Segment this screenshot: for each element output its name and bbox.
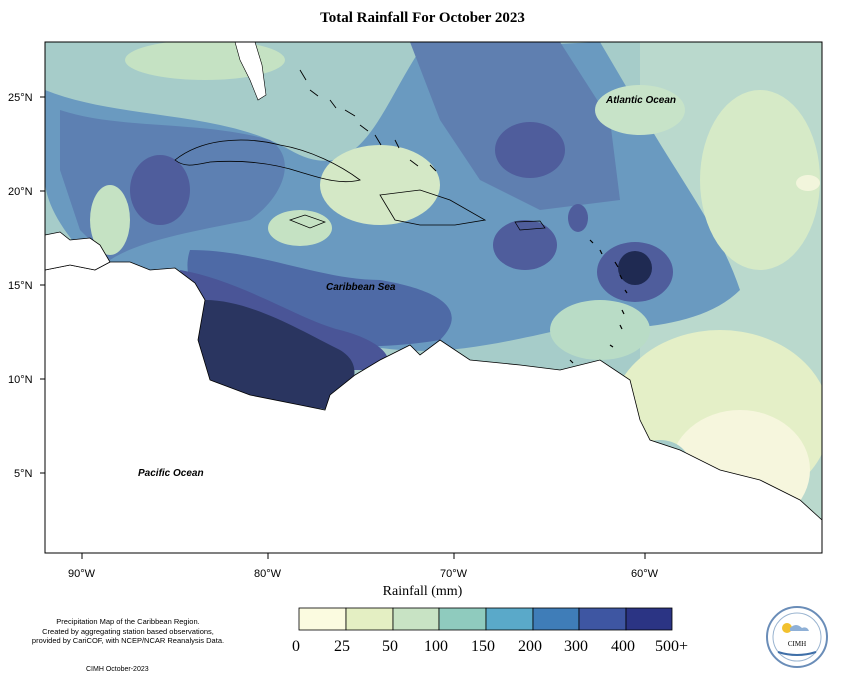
lat-label-25: 25°N (8, 92, 33, 104)
sun-icon (782, 623, 792, 633)
x-axis-label: Rainfall (mm) (382, 584, 463, 599)
lat-label-15: 15°N (8, 280, 33, 292)
legend-tick-0: 0 (292, 638, 300, 655)
legend-tick-150: 150 (471, 638, 495, 655)
atlantic-ocean-label: Atlantic Ocean (605, 95, 676, 106)
lon-axis: 90°W 80°W 70°W 60°W (68, 553, 659, 580)
legend-colorbar (298, 607, 673, 631)
legend-swatch-3 (438, 607, 487, 631)
caption-line-2: Created by aggregating station based obs… (42, 626, 214, 636)
legend-swatch-6 (578, 607, 627, 631)
legend-tick-300: 300 (564, 638, 588, 655)
lon-label-80: 80°W (254, 568, 282, 580)
legend-tick-25: 25 (334, 638, 350, 655)
lat-label-5: 5°N (14, 468, 33, 480)
legend-ticks: 0 25 50 100 150 200 300 400 500+ (292, 638, 688, 655)
plot-frame (44, 41, 823, 554)
legend-tick-500: 500+ (655, 638, 688, 655)
map-caption: Precipitation Map of the Caribbean Regio… (8, 617, 248, 646)
legend-tick-200: 200 (518, 638, 542, 655)
legend-swatch-1 (345, 607, 394, 631)
logo-text: CIMH (788, 640, 806, 648)
lon-label-90: 90°W (68, 568, 96, 580)
legend-swatch-0 (298, 607, 347, 631)
lon-label-70: 70°W (440, 568, 468, 580)
rainfall-field (45, 42, 822, 553)
pacific-ocean-label: Pacific Ocean (138, 468, 204, 479)
legend-swatch-5 (532, 607, 580, 631)
legend-swatch-2 (392, 607, 440, 631)
legend-tick-100: 100 (424, 638, 448, 655)
caption-line-3: provided by CariCOF, with NCEP/NCAR Rean… (31, 636, 225, 645)
cimh-logo: CIMH (766, 606, 828, 668)
caption-line-1: Precipitation Map of the Caribbean Regio… (56, 617, 200, 626)
cloud-icon (790, 625, 809, 631)
caribbean-sea-label: Caribbean Sea (326, 282, 396, 293)
lat-label-10: 10°N (8, 374, 33, 386)
legend-swatch-7 (625, 607, 673, 631)
lon-label-60: 60°W (631, 568, 659, 580)
lat-label-20: 20°N (8, 186, 33, 198)
legend-swatch-4 (485, 607, 534, 631)
map-title: Total Rainfall For October 2023 (320, 10, 525, 26)
legend-tick-400: 400 (611, 638, 635, 655)
credit-text: CIMH October-2023 (86, 666, 149, 673)
lat-axis: 25°N 20°N 15°N 10°N 5°N (8, 92, 45, 480)
legend-tick-50: 50 (382, 638, 398, 655)
